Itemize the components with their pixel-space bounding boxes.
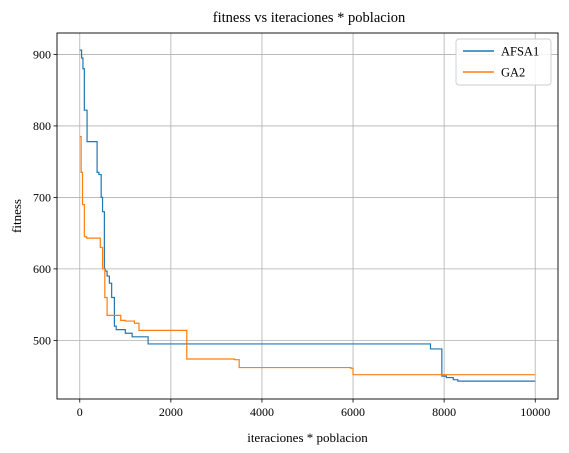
x-tick-label: 6000 xyxy=(341,405,365,419)
series-line-afsa1 xyxy=(79,49,536,382)
plot-area-frame xyxy=(56,32,559,400)
series-line-ga2 xyxy=(79,136,536,376)
x-tick-label: 2000 xyxy=(159,405,183,419)
axis-ticks: 0 2000 4000 6000 8000 10000 500 600 700 800 900 xyxy=(33,47,550,419)
y-tick-label: 500 xyxy=(33,333,51,347)
x-tick-label: 0 xyxy=(77,405,83,419)
legend-label-ga2: GA2 xyxy=(501,66,525,80)
legend: AFSA1 GA2 xyxy=(455,38,552,86)
x-axis-label: iteraciones * poblacion xyxy=(247,430,368,445)
y-tick-label: 800 xyxy=(33,119,51,133)
x-tick-label: 10000 xyxy=(520,405,550,419)
chart-title: fitness vs iteraciones * poblacion xyxy=(213,10,406,26)
x-tick-label: 8000 xyxy=(432,405,456,419)
x-tick-label: 4000 xyxy=(250,405,274,419)
y-tick-label: 700 xyxy=(33,190,51,204)
legend-label-afsa1: AFSA1 xyxy=(501,45,539,59)
series-lines xyxy=(79,49,536,382)
y-tick-label: 600 xyxy=(33,262,51,276)
y-axis-label: fitness xyxy=(9,199,24,233)
y-tick-label: 900 xyxy=(33,47,51,61)
